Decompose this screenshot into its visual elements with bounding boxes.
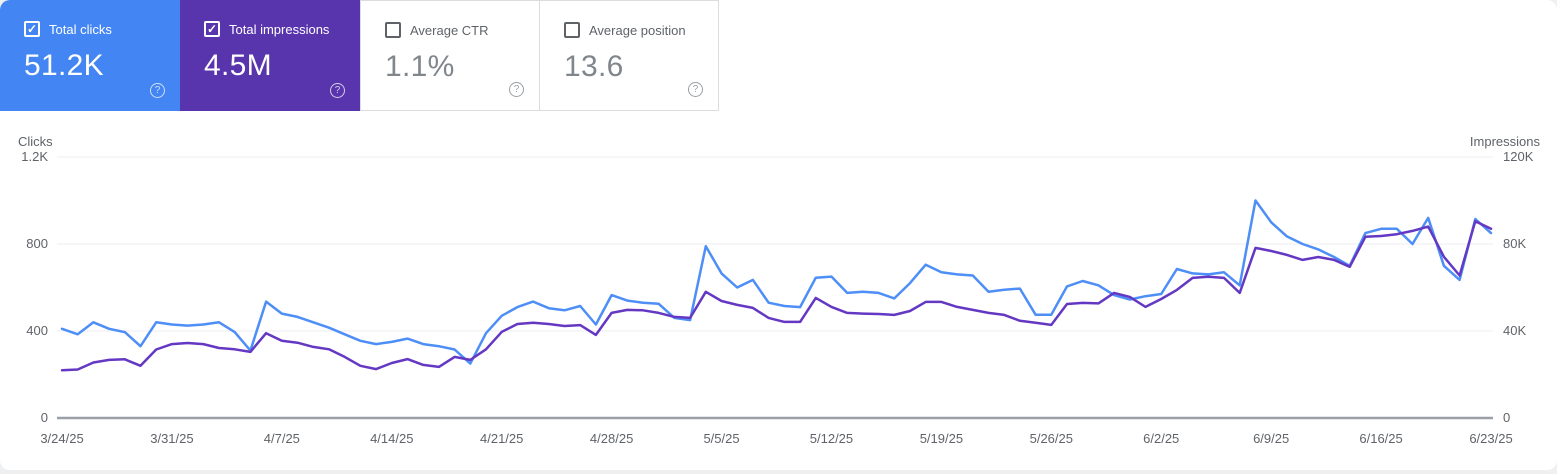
- card-total-clicks[interactable]: ✓ Total clicks 51.2K ?: [0, 0, 180, 111]
- right-axis-title: Impressions: [1469, 134, 1540, 149]
- card-total-impressions-header: ✓ Total impressions: [204, 21, 360, 37]
- series-line-total-impressions: [60, 219, 1493, 372]
- card-label: Average CTR: [410, 22, 489, 38]
- card-average-ctr-header: Average CTR: [385, 22, 539, 38]
- left-axis-tick: 0: [40, 410, 48, 425]
- x-axis-tick: 3/24/25: [40, 431, 84, 446]
- x-axis-tick: 6/23/25: [1469, 431, 1513, 446]
- left-axis-tick: 800: [26, 236, 48, 251]
- right-axis-tick: 80K: [1503, 236, 1527, 251]
- card-value: 51.2K: [24, 49, 104, 82]
- metric-cards: ✓ Total clicks 51.2K ? ✓ Total impressio…: [0, 0, 719, 111]
- checkbox-unchecked-icon[interactable]: [564, 22, 580, 38]
- right-axis-tick: 120K: [1503, 149, 1534, 164]
- x-axis-tick: 4/28/25: [589, 431, 634, 446]
- help-icon[interactable]: ?: [509, 82, 524, 97]
- x-axis-tick: 3/31/25: [150, 431, 194, 446]
- x-axis-tick: 5/19/25: [919, 431, 964, 446]
- x-axis-tick: 4/7/25: [263, 431, 300, 446]
- checkbox-unchecked-icon[interactable]: [385, 22, 401, 38]
- left-axis-tick: 1.2K: [21, 149, 48, 164]
- series-line-total-clicks: [60, 199, 1493, 365]
- card-label: Total clicks: [49, 21, 112, 37]
- left-axis-tick: 400: [26, 323, 48, 338]
- card-value: 4.5M: [204, 49, 272, 82]
- x-axis-tick: 6/16/25: [1359, 431, 1403, 446]
- performance-chart: [57, 156, 1493, 420]
- checkbox-checked-icon[interactable]: ✓: [204, 21, 220, 37]
- x-axis-tick: 4/14/25: [370, 431, 414, 446]
- checkbox-checked-icon[interactable]: ✓: [24, 21, 40, 37]
- help-icon[interactable]: ?: [150, 83, 165, 98]
- x-axis-tick: 6/2/25: [1143, 431, 1180, 446]
- right-axis-tick: 0: [1503, 410, 1511, 425]
- card-average-position-header: Average position: [564, 22, 718, 38]
- left-axis-title: Clicks: [18, 134, 53, 149]
- x-axis-tick: 5/26/25: [1029, 431, 1073, 446]
- card-value: 1.1%: [385, 50, 455, 83]
- card-label: Average position: [589, 22, 686, 38]
- right-axis-tick: 40K: [1503, 323, 1527, 338]
- x-axis-tick: 6/9/25: [1253, 431, 1290, 446]
- card-average-ctr[interactable]: Average CTR 1.1% ?: [360, 0, 540, 111]
- help-icon[interactable]: ?: [330, 83, 345, 98]
- card-total-impressions[interactable]: ✓ Total impressions 4.5M ?: [180, 0, 360, 111]
- help-icon[interactable]: ?: [688, 82, 703, 97]
- card-label: Total impressions: [229, 21, 330, 37]
- x-axis-tick: 5/5/25: [703, 431, 740, 446]
- x-axis-tick: 4/21/25: [480, 431, 524, 446]
- card-value: 13.6: [564, 50, 624, 83]
- card-total-clicks-header: ✓ Total clicks: [24, 21, 180, 37]
- card-average-position[interactable]: Average position 13.6 ?: [539, 0, 719, 111]
- x-axis-tick: 5/12/25: [809, 431, 854, 446]
